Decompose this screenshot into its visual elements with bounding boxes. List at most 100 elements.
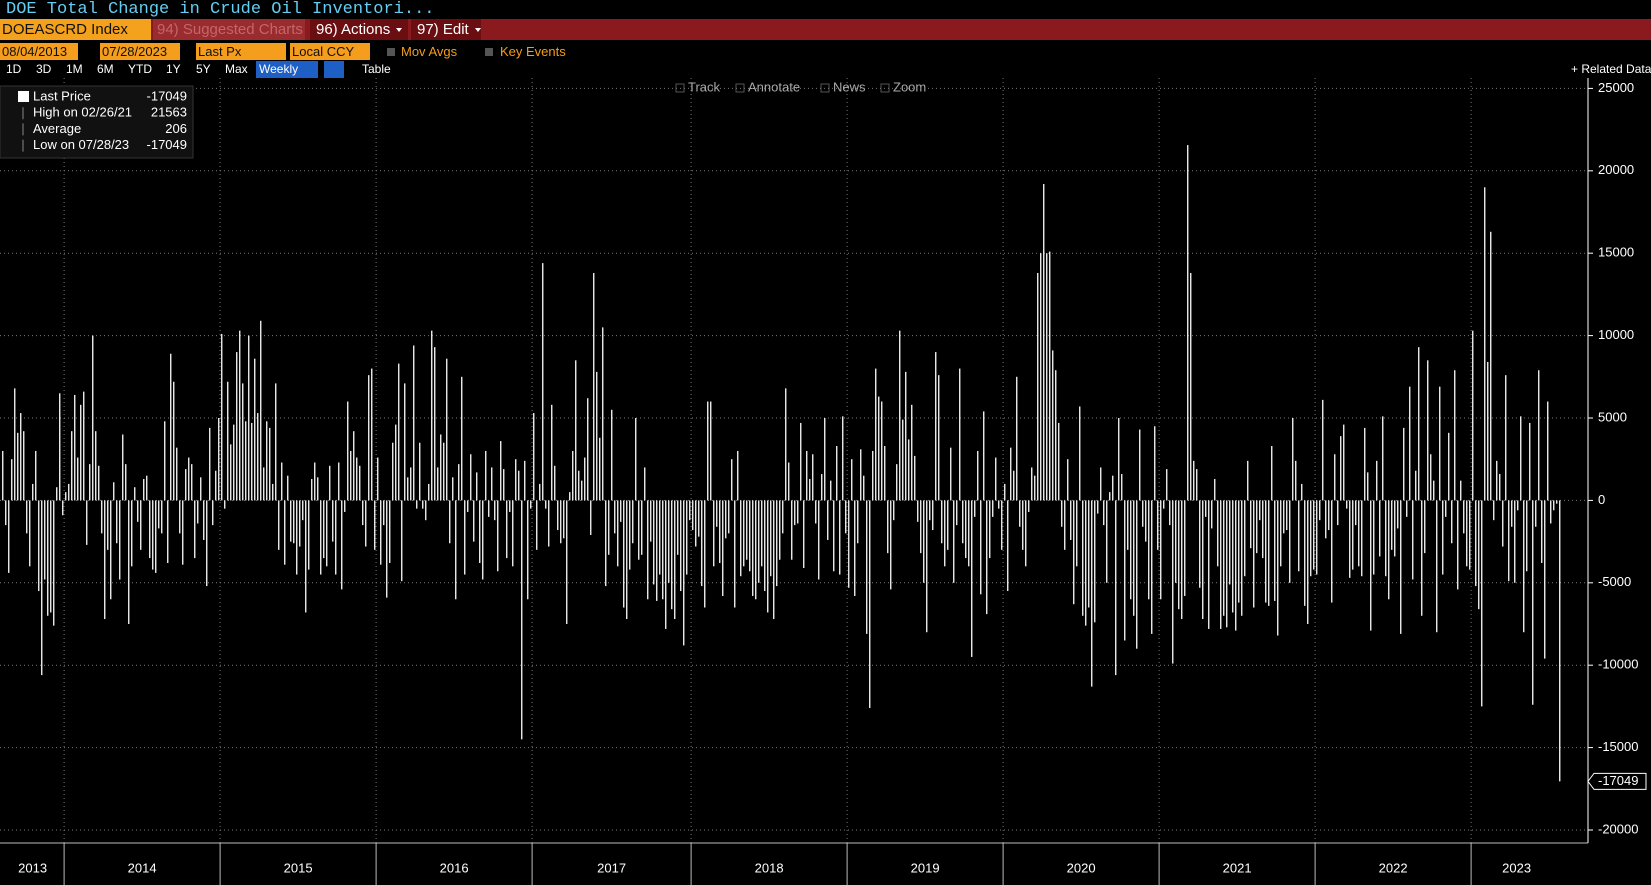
tool-button[interactable]: Zoom xyxy=(893,79,926,94)
range-button[interactable]: Max xyxy=(225,62,248,76)
edit-menu[interactable]: 97) Edit xyxy=(411,19,481,40)
legend-value: 21563 xyxy=(151,105,187,120)
range-button[interactable]: YTD xyxy=(128,62,152,76)
y-tick-label: 20000 xyxy=(1598,162,1634,177)
bar xyxy=(1319,500,1321,521)
bar xyxy=(1511,500,1513,527)
period-select[interactable]: Weekly xyxy=(256,61,318,78)
checkbox[interactable] xyxy=(387,48,395,56)
bar xyxy=(209,427,211,501)
bar xyxy=(413,345,415,501)
range-button[interactable]: 1Y xyxy=(166,62,181,76)
bar xyxy=(275,383,277,501)
bar xyxy=(1112,475,1114,501)
ticker[interactable]: DOEASCRD Index xyxy=(0,19,151,40)
chart-style[interactable] xyxy=(324,61,344,78)
bar xyxy=(368,375,370,501)
range-button[interactable]: 1D xyxy=(6,62,22,76)
range-button[interactable]: 6M xyxy=(97,62,114,76)
end-date[interactable]: 07/28/2023 xyxy=(100,43,180,60)
bar xyxy=(1448,432,1450,501)
bar xyxy=(761,500,763,567)
key-events[interactable]: Key Events xyxy=(500,44,566,59)
bar xyxy=(749,500,751,572)
bar xyxy=(1007,500,1009,592)
bar xyxy=(302,500,304,521)
bar xyxy=(206,500,208,587)
bar xyxy=(830,480,832,501)
range-button[interactable]: 3D xyxy=(36,62,52,76)
bar xyxy=(1466,500,1468,567)
bar xyxy=(17,432,19,501)
bar xyxy=(173,381,175,501)
bar xyxy=(407,477,409,501)
bar xyxy=(41,500,43,676)
bar xyxy=(224,500,226,509)
bar xyxy=(1070,500,1072,540)
bar xyxy=(386,500,388,598)
bar xyxy=(260,320,262,501)
checkbox[interactable] xyxy=(485,48,493,56)
bar xyxy=(725,500,727,539)
bar xyxy=(983,411,985,501)
bar xyxy=(1043,183,1045,501)
field-select[interactable]: Last Px xyxy=(196,43,286,60)
range-button[interactable]: 5Y xyxy=(196,62,211,76)
bar xyxy=(1373,500,1375,575)
bar xyxy=(83,391,85,501)
range-button[interactable]: 1M xyxy=(66,62,83,76)
tool-button[interactable]: Track xyxy=(688,79,721,94)
bar xyxy=(95,431,97,501)
bar xyxy=(1193,460,1195,501)
table-button[interactable]: Table xyxy=(362,62,391,76)
bar xyxy=(782,500,784,534)
bar xyxy=(449,500,451,544)
bar xyxy=(659,500,661,575)
bar xyxy=(974,500,976,517)
bar xyxy=(689,500,691,521)
bar xyxy=(194,500,196,559)
bar xyxy=(404,383,406,501)
related-data[interactable]: + Related Data xyxy=(1571,62,1651,76)
bar xyxy=(1499,474,1501,501)
bar xyxy=(32,483,34,501)
bar xyxy=(1022,500,1024,550)
bar xyxy=(1397,500,1399,529)
bar xyxy=(1028,500,1030,512)
bar xyxy=(596,371,598,501)
bar xyxy=(1190,272,1192,501)
bar xyxy=(65,492,67,501)
bar xyxy=(1295,460,1297,501)
bar xyxy=(137,500,139,522)
bar xyxy=(1337,500,1339,526)
suggested-charts[interactable]: 94) Suggested Charts xyxy=(153,19,305,40)
bar xyxy=(1538,370,1540,501)
bar xyxy=(467,500,469,512)
y-tick-label: 15000 xyxy=(1598,245,1634,260)
tool-button[interactable]: Annotate xyxy=(748,79,800,94)
bar xyxy=(278,500,280,550)
bar xyxy=(1388,500,1390,600)
bar xyxy=(167,500,169,564)
last-value-label: -17049 xyxy=(1598,773,1638,788)
tool-button[interactable]: News xyxy=(833,79,866,94)
bar xyxy=(977,450,979,501)
bar xyxy=(797,500,799,524)
bar xyxy=(1037,272,1039,501)
bar xyxy=(770,500,772,577)
bar xyxy=(131,500,133,567)
bar xyxy=(1031,467,1033,501)
bar xyxy=(839,500,841,575)
actions-menu[interactable]: 96) Actions xyxy=(310,19,408,40)
bar xyxy=(707,401,709,501)
bar xyxy=(1094,500,1096,623)
bar xyxy=(671,500,673,610)
bar xyxy=(239,330,241,501)
mov-avgs[interactable]: Mov Avgs xyxy=(401,44,458,59)
bar xyxy=(53,500,55,626)
bar xyxy=(1238,500,1240,603)
bar xyxy=(1391,500,1393,550)
currency-select[interactable]: Local CCY xyxy=(290,43,370,60)
bar xyxy=(869,500,871,709)
start-date[interactable]: 08/04/2013 xyxy=(0,43,78,60)
